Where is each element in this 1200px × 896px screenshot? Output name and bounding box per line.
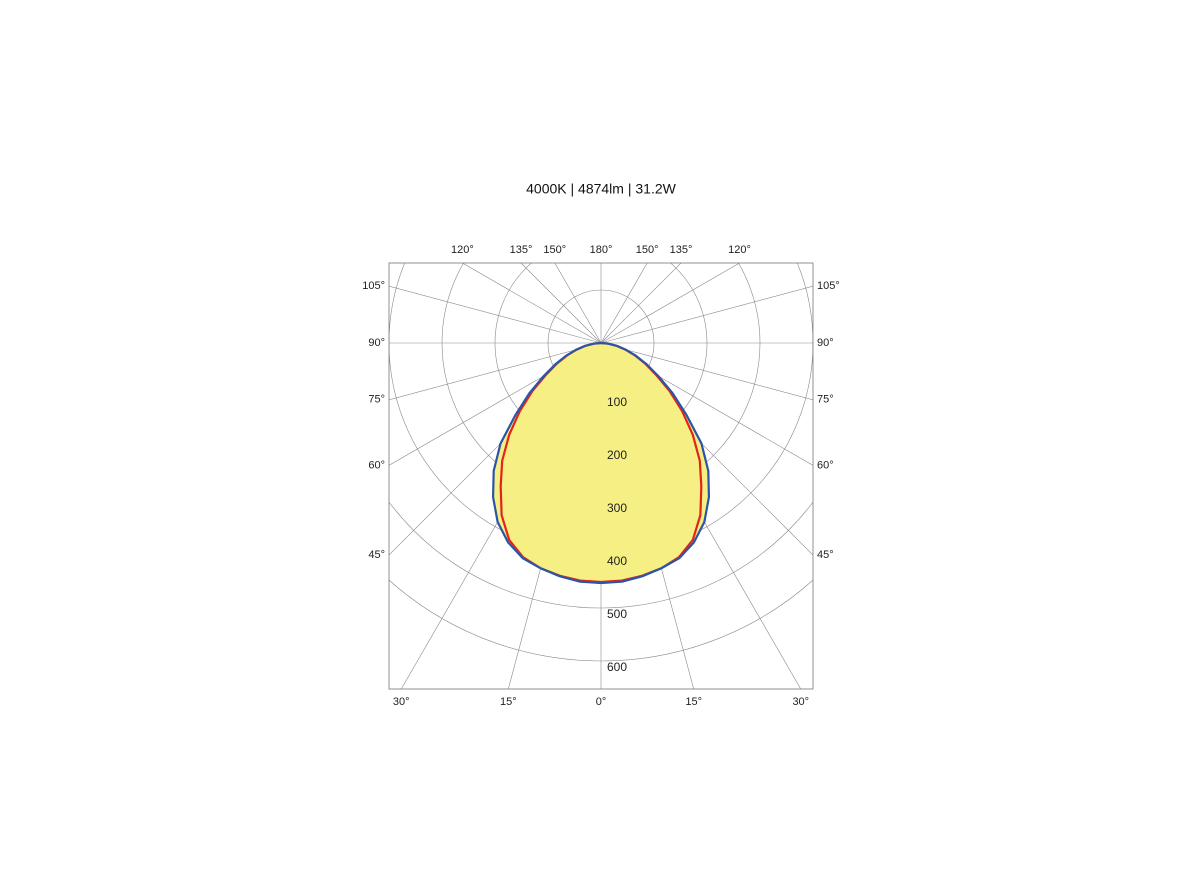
angle-tick-label: 60° [817, 459, 834, 471]
grid-ray [600, 342, 813, 401]
grid-ray [600, 263, 648, 344]
angle-tick-label: 90° [368, 337, 385, 349]
grid-ray [520, 263, 602, 344]
plot-frame [388, 262, 814, 690]
area-fill [493, 343, 601, 584]
angle-tick-label: 90° [817, 337, 834, 349]
angle-tick-label: 180° [590, 244, 613, 256]
curves [491, 341, 711, 585]
angle-tick-label: 150° [636, 244, 659, 256]
grid-ray [462, 263, 602, 344]
angle-tick-label: 105° [362, 280, 385, 292]
angle-tick-label: 45° [368, 549, 385, 561]
angle-tick-label: 120° [451, 244, 474, 256]
grid-ray [600, 263, 740, 344]
area-fill [601, 343, 709, 584]
angle-tick-label: 75° [817, 394, 834, 406]
r-tick-label: 200 [607, 448, 627, 462]
labels: 100 200 300 400 500 600 0° 15° 30° 45° 60° 75° 90° 10… [362, 244, 840, 708]
grid-ray [600, 263, 682, 344]
grid-ray [554, 263, 602, 344]
grid-ray [389, 342, 602, 401]
chart-title: 4000K | 4874lm | 31.2W [526, 181, 676, 197]
angle-tick-label: 135° [510, 244, 533, 256]
angle-tick-label: 30° [393, 696, 410, 708]
angle-tick-label: 15° [685, 696, 702, 708]
r-tick-label: 100 [607, 395, 627, 409]
angle-tick-label: 105° [817, 280, 840, 292]
angle-tick-label: 135° [670, 244, 693, 256]
grid-ray [389, 285, 602, 344]
angle-tick-label: 30° [792, 696, 809, 708]
r-tick-label: 300 [607, 501, 627, 515]
angle-tick-label: 75° [368, 394, 385, 406]
r-tick-label: 500 [607, 607, 627, 621]
angle-tick-label: 15° [500, 696, 517, 708]
angle-tick-label: 45° [817, 549, 834, 561]
angle-tick-label: 0° [596, 696, 607, 708]
intensity-curve [600, 341, 711, 585]
r-tick-label: 600 [607, 660, 627, 674]
grid-ray [600, 285, 813, 344]
intensity-curve [491, 341, 602, 585]
angle-tick-label: 150° [543, 244, 566, 256]
angle-tick-label: 60° [368, 459, 385, 471]
r-tick-label: 400 [607, 554, 627, 568]
angle-tick-label: 120° [728, 244, 751, 256]
